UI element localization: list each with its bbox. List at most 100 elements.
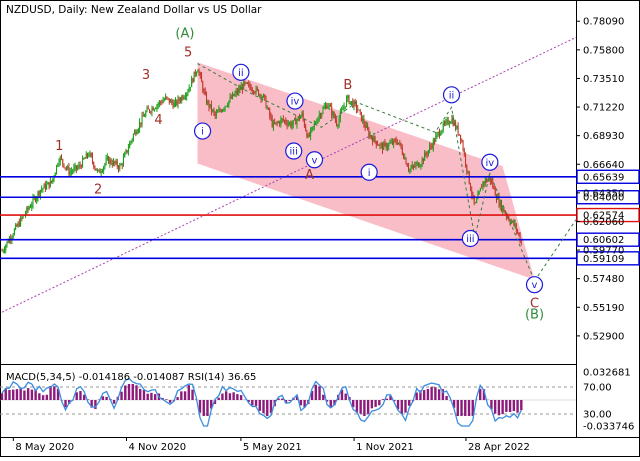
candle-body [511, 222, 512, 223]
candle-body [414, 166, 415, 167]
candle-body [383, 143, 384, 150]
candle-body [186, 93, 187, 96]
candle-body [440, 133, 441, 135]
candle-body [437, 134, 438, 136]
candle-body [251, 87, 252, 90]
candle-body [239, 89, 240, 90]
candle-body [485, 179, 486, 183]
candle-body [463, 142, 464, 151]
candle-body [310, 129, 311, 136]
candle-body [57, 165, 58, 166]
candle-body [80, 165, 81, 166]
candle-body [184, 97, 185, 98]
macd-bar [165, 399, 167, 400]
wave-label: 5 [184, 45, 192, 60]
candle-body [207, 101, 208, 104]
candle-body [28, 208, 29, 209]
candle-body [190, 87, 191, 88]
candle-body [459, 134, 460, 135]
candle-body [450, 122, 451, 123]
candle-body [117, 161, 118, 166]
candle-body [391, 142, 392, 143]
candle-body [94, 167, 95, 168]
candle-body [96, 169, 97, 171]
price-tick-label: 0.62060 [583, 217, 624, 228]
candle-body [293, 120, 294, 125]
macd-bar [505, 400, 507, 412]
candle-body [192, 79, 193, 82]
candle-body [394, 140, 395, 141]
macd-bar [206, 400, 208, 416]
candle-body [236, 91, 237, 93]
candle-body [336, 120, 337, 125]
candle-body [342, 109, 343, 110]
candle-body [287, 123, 288, 125]
candle-body [371, 135, 372, 138]
candle-body [468, 171, 469, 172]
indicator-axis-label: 70.00 [583, 383, 612, 394]
candle-body [418, 163, 419, 167]
candle-body [335, 118, 336, 121]
macd-bar [374, 400, 376, 407]
macd-bar [255, 400, 257, 406]
candle-body [66, 168, 67, 169]
candle-body [331, 107, 332, 115]
candle-body [191, 79, 192, 87]
candle-body [82, 158, 83, 167]
macd-bar [64, 400, 66, 407]
candle-body [298, 117, 299, 120]
candle-body [372, 138, 373, 142]
candle-body [294, 119, 295, 121]
macd-bar [1, 393, 3, 400]
candle-body [106, 159, 107, 164]
candle-body [327, 106, 328, 108]
candle-body [403, 154, 404, 158]
candle-body [520, 235, 521, 242]
candle-body [313, 126, 314, 127]
indicator-axis-label: 30.00 [583, 410, 612, 421]
candle-body [402, 148, 403, 154]
macd-bar [53, 386, 55, 400]
candle-body [365, 124, 366, 127]
candle-body [413, 165, 414, 166]
candle-body [77, 167, 78, 169]
candle-body [125, 150, 126, 153]
macd-bar [225, 391, 227, 400]
candle-body [150, 112, 151, 113]
candle-body [40, 190, 41, 195]
candle-body [118, 167, 119, 169]
candle-body [97, 170, 98, 171]
candle-body [91, 153, 92, 156]
candle-body [2, 251, 3, 252]
candle-body [393, 140, 394, 144]
candle-body [515, 224, 516, 225]
candle-body [460, 135, 461, 140]
macd-bar [12, 390, 14, 400]
macd-bar [229, 393, 231, 400]
macd-bar [124, 385, 126, 400]
candle-body [63, 164, 64, 168]
candle-body [169, 98, 170, 102]
candle-body [163, 101, 164, 103]
candle-body [30, 207, 31, 208]
candle-body [351, 101, 352, 102]
candle-body [61, 157, 62, 159]
candle-body [140, 122, 141, 124]
candle-body [303, 113, 304, 119]
candle-body [42, 188, 43, 189]
macd-bar [5, 389, 7, 400]
candle-body [78, 165, 79, 167]
macd-bar [288, 400, 290, 401]
candle-body [324, 107, 325, 109]
candle-body [202, 82, 203, 91]
candle-body [415, 164, 416, 167]
wave-label: A [305, 168, 314, 183]
candle-body [174, 103, 175, 107]
macd-bar [371, 400, 373, 408]
macd-bar [27, 388, 29, 400]
candle-body [332, 112, 333, 115]
candle-body [164, 99, 165, 100]
macd-bar [240, 395, 242, 400]
candle-body [196, 72, 197, 74]
candle-body [89, 153, 90, 155]
